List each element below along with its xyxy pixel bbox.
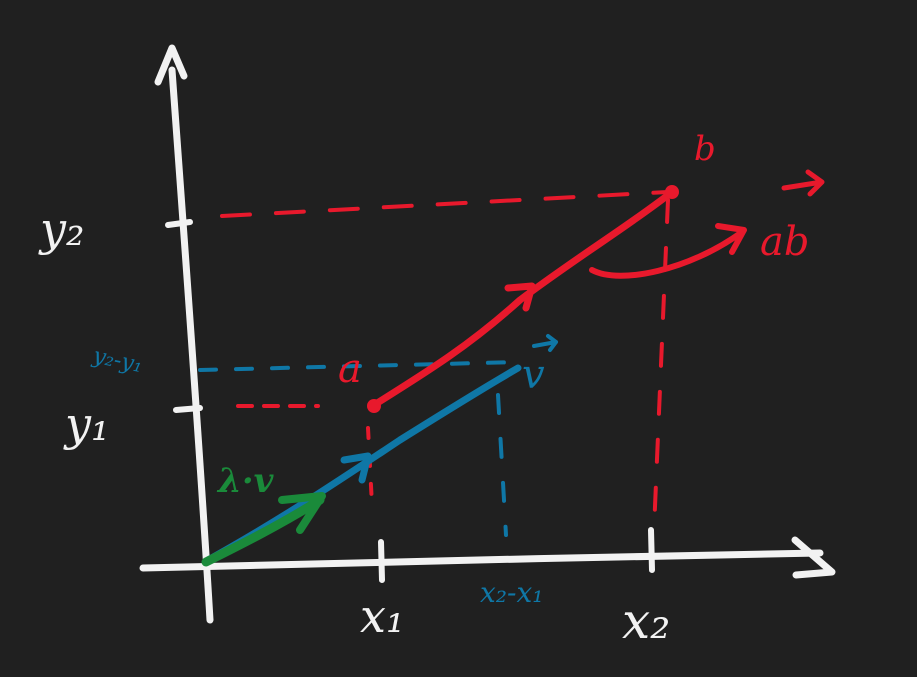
blue-dashed-y <box>198 360 522 372</box>
label-y1: y₁ <box>63 397 109 451</box>
red-dashed-x1 <box>366 426 374 507</box>
vector-v-midarrow-icon <box>340 452 372 484</box>
axis-labels: y₂ y₁ x₁ x₂ <box>38 202 670 650</box>
red-dashed-y2 <box>220 190 670 218</box>
label-y-diff: y₂-y₁ <box>90 343 145 378</box>
label-point-a: a <box>338 346 362 392</box>
point-a-dot <box>367 399 381 413</box>
point-b-dot <box>665 185 679 199</box>
vector-ab-midarrow-icon <box>504 282 536 312</box>
axes <box>139 44 836 624</box>
tick-x1 <box>378 539 385 583</box>
label-vector-v: v <box>522 352 545 398</box>
tick-x2 <box>648 527 655 573</box>
y-axis-line <box>168 66 214 624</box>
vector-lambda-v-arrowhead-icon <box>278 492 326 534</box>
red-dashed-x2 <box>652 198 670 532</box>
ab-pointer-arrow <box>589 229 745 279</box>
ab-pointer-arrowhead-icon <box>715 223 747 255</box>
tick-y2 <box>165 219 193 228</box>
blue-dashed-x <box>496 393 508 537</box>
label-point-b: b <box>694 129 716 169</box>
vector-ab-line <box>370 188 676 409</box>
vector-lambda-v: λ·v <box>201 461 326 567</box>
vector-ab-label-arrow-icon <box>781 169 825 197</box>
x-axis-line <box>139 549 824 572</box>
vector-v-label-arrow-icon <box>532 334 558 352</box>
y-axis-arrowhead-icon <box>154 44 188 86</box>
label-vector-ab: ab <box>760 219 809 265</box>
label-x2: x₂ <box>622 592 670 650</box>
x-axis-arrowhead-icon <box>791 536 836 579</box>
label-x-diff: x₂-x₁ <box>480 576 544 609</box>
vector-ab: a b ab <box>338 129 825 413</box>
tick-y1 <box>173 405 203 413</box>
label-lambda-v: λ·v <box>216 461 275 501</box>
vector-lambda-v-line <box>201 495 325 567</box>
blue-projections <box>198 360 522 537</box>
label-x1: x₁ <box>360 589 404 643</box>
red-projections <box>220 190 670 532</box>
label-y2: y₂ <box>38 202 84 256</box>
